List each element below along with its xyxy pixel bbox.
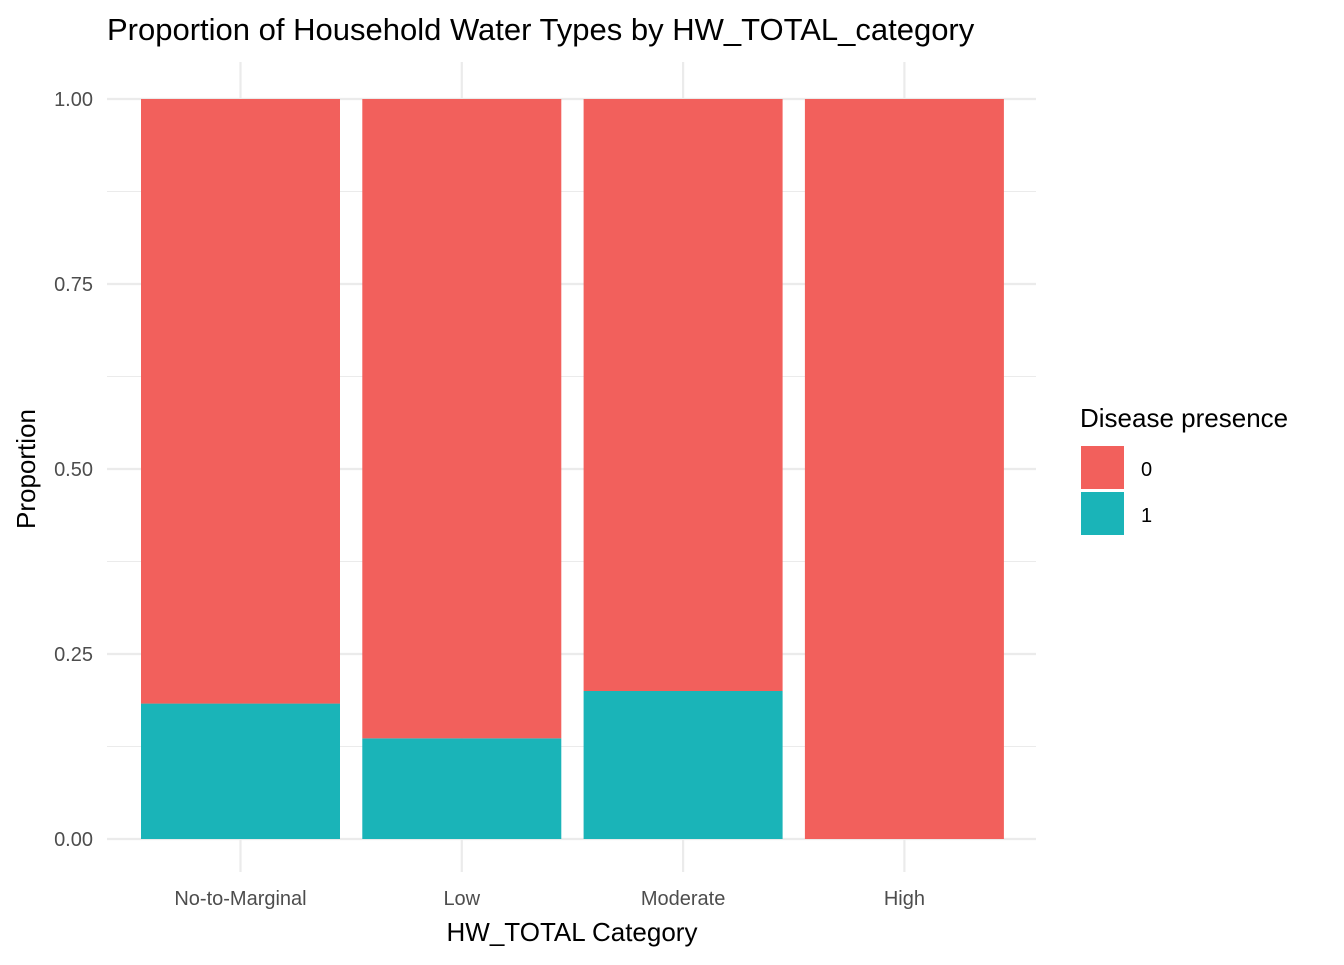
axis-layer: 0.00 0.25 0.50 0.75 1.00 No-to-Marginal Low Mod…: [54, 89, 925, 910]
x-tick-label: No-to-Marginal: [174, 888, 306, 910]
legend-title: Disease presence: [1080, 403, 1288, 433]
x-tick-label: Moderate: [641, 888, 726, 910]
y-tick-label: 0.25: [54, 644, 93, 666]
y-tick-label: 1.00: [54, 89, 93, 111]
legend-label-0: 0: [1141, 459, 1152, 481]
bar-segment-1: [583, 691, 783, 839]
legend-items: 01: [1081, 446, 1152, 535]
x-axis-title: HW_TOTAL Category: [447, 917, 698, 947]
y-tick-label: 0.50: [54, 459, 93, 481]
x-tick-label: High: [884, 888, 925, 910]
bar-segment-0: [583, 99, 783, 691]
bars-layer: [141, 99, 1004, 839]
bar-segment-0: [362, 99, 562, 739]
bar-segment-1: [362, 738, 562, 839]
bar-segment-0: [804, 99, 1004, 839]
bar-segment-1: [141, 703, 340, 839]
y-axis-title: Proportion: [11, 409, 41, 529]
legend-label-1: 1: [1141, 505, 1152, 527]
chart-title: Proportion of Household Water Types by H…: [107, 12, 975, 47]
legend-key-0: [1081, 446, 1124, 489]
bar-segment-0: [141, 99, 340, 704]
legend: Disease presence 01: [1080, 403, 1288, 535]
y-tick-label: 0.00: [54, 829, 93, 851]
y-tick-label: 0.75: [54, 274, 93, 296]
legend-key-1: [1081, 492, 1124, 535]
x-tick-label: Low: [443, 888, 480, 910]
